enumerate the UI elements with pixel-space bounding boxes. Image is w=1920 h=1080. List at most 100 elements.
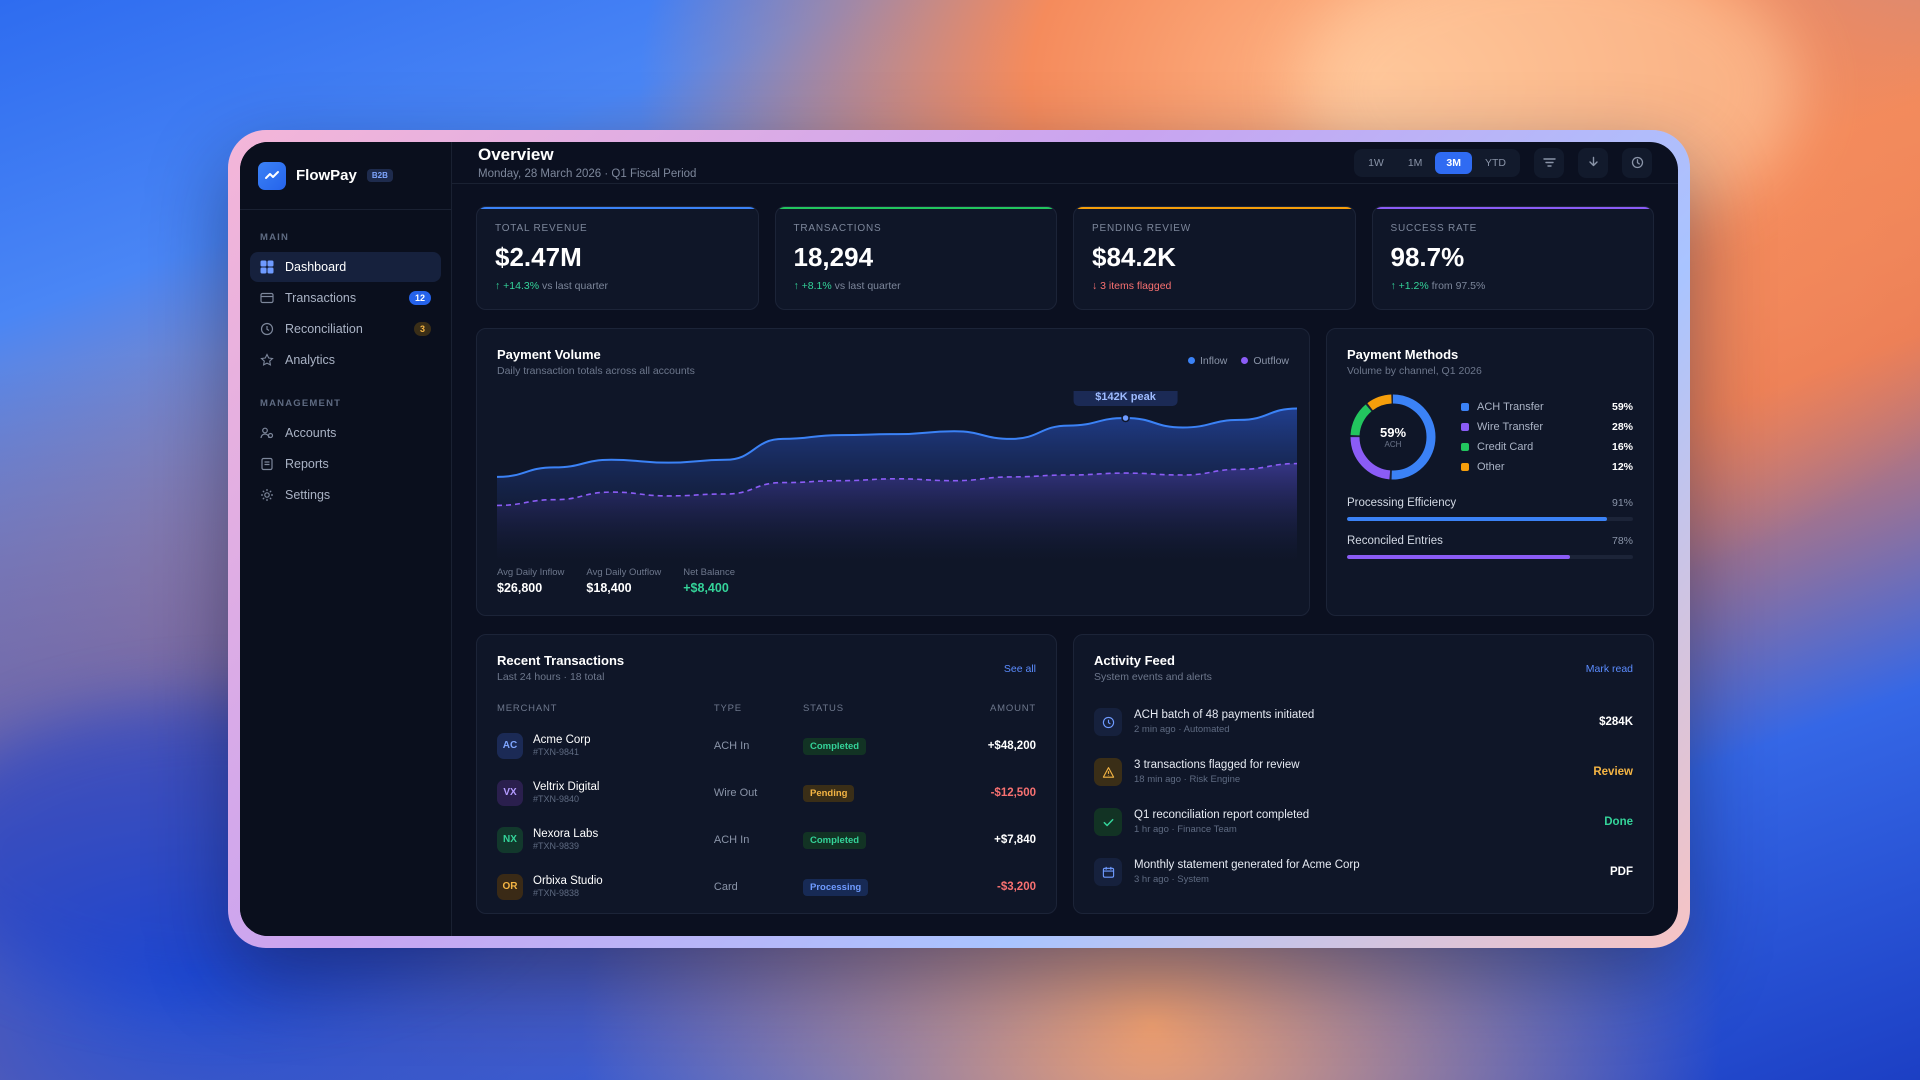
app-frame: FlowPay B2B MAIN Dashboard Transactions … — [228, 130, 1690, 948]
sidebar-item-accounts[interactable]: Accounts — [250, 418, 441, 448]
sidebar-item-reports[interactable]: Reports — [250, 449, 441, 479]
activity-value[interactable]: PDF — [1610, 866, 1633, 878]
sidebar-item-transactions[interactable]: Transactions 12 — [250, 283, 441, 313]
activity-title: Q1 reconciliation report completed — [1134, 809, 1310, 821]
page-title: Overview — [478, 145, 554, 164]
download-button[interactable] — [1578, 147, 1608, 178]
star-icon — [260, 353, 274, 366]
lists-row: Recent Transactions Last 24 hours · 18 t… — [476, 634, 1654, 914]
kpi-card[interactable]: PENDING REVIEW $84.2K ↓ 3 items flagged — [1073, 206, 1356, 310]
merchant-name: Orbixa Studio — [533, 875, 603, 887]
transaction-type: Card — [713, 880, 738, 893]
table-row[interactable]: OR Orbixa Studio #TXN-9838 Card Processi… — [497, 863, 1036, 910]
stat-value: $18,400 — [586, 581, 632, 595]
activity-item[interactable]: 3 transactions flagged for review 18 min… — [1094, 747, 1633, 797]
payment-methods-subtitle: Volume by channel, Q1 2026 — [1347, 365, 1482, 377]
charts-row: Payment Volume Daily transaction totals … — [476, 328, 1654, 616]
legend-swatch — [1461, 403, 1469, 411]
filter-button[interactable] — [1534, 147, 1564, 178]
kpi-accent-bar — [1074, 207, 1355, 209]
merchant-avatar: NX — [497, 826, 523, 853]
nav-section-label: MANAGEMENT — [260, 398, 342, 409]
range-1m[interactable]: 1M — [1407, 156, 1423, 169]
sidebar-nav: MAIN Dashboard Transactions 12 Reconcili… — [240, 210, 451, 511]
peak-label: $142K peak — [1095, 391, 1156, 403]
method-row: Wire Transfer 28% — [1461, 417, 1633, 437]
flowpay-logo-icon — [258, 161, 286, 190]
nav-count-badge: 12 — [408, 291, 431, 305]
peak-tooltip — [1073, 391, 1178, 406]
outflow-area — [497, 463, 1297, 561]
header-date: Monday, 28 March 2026 — [478, 168, 602, 180]
payment-volume-title: Payment Volume — [497, 347, 601, 362]
range-3m[interactable]: 3M — [1435, 151, 1472, 174]
sidebar-item-settings[interactable]: Settings — [250, 480, 441, 510]
recent-title: Recent Transactions — [497, 653, 625, 668]
grid-icon — [260, 260, 274, 274]
page-subtitle: Monday, 28 March 2026 · Q1 Fiscal Period — [478, 168, 697, 180]
kpi-card[interactable]: SUCCESS RATE 98.7% ↑ +1.2% from 97.5% — [1371, 206, 1654, 310]
legend-outflow[interactable]: Outflow — [1241, 355, 1289, 367]
column-header: AMOUNT — [990, 703, 1036, 714]
kpi-change-note: vs last quarter — [542, 280, 608, 292]
document-icon — [261, 457, 273, 471]
status-badge: Processing — [802, 878, 869, 896]
nav-count-badge: 3 — [413, 322, 431, 336]
activity-value[interactable]: Review — [1593, 766, 1633, 778]
sidebar-item-analytics[interactable]: Analytics — [250, 345, 441, 375]
progress-track — [1347, 555, 1633, 559]
stat-label: Avg Daily Inflow — [497, 567, 565, 578]
merchant-name: Veltrix Digital — [533, 781, 600, 793]
sidebar-item-dashboard[interactable]: Dashboard — [250, 252, 441, 282]
kpi-card[interactable]: TRANSACTIONS 18,294 ↑ +8.1% vs last quar… — [774, 206, 1057, 310]
sidebar-item-label: Reports — [285, 457, 329, 471]
clock-icon — [1102, 716, 1114, 728]
progress-fill — [1347, 555, 1571, 559]
activity-meta: 3 hr ago · System — [1134, 874, 1209, 885]
brand[interactable]: FlowPay B2B — [240, 142, 451, 210]
brand-tag: B2B — [366, 169, 393, 182]
outflow-line — [497, 462, 1297, 507]
legend-swatch — [1461, 463, 1469, 471]
peak-point[interactable] — [1121, 413, 1130, 423]
sidebar-item-label: Reconciliation — [285, 322, 363, 336]
status-badge: Pending — [802, 784, 855, 802]
history-button[interactable] — [1622, 147, 1652, 178]
donut-center-label: ACH — [1384, 440, 1402, 449]
status-badge: Completed — [802, 737, 867, 755]
status-badge: Completed — [802, 831, 867, 849]
see-all-link[interactable]: See all — [1003, 663, 1036, 675]
activity-list: ACH batch of 48 payments initiated 2 min… — [1094, 697, 1633, 897]
method-row: ACH Transfer 59% — [1461, 397, 1633, 417]
range-1w[interactable]: 1W — [1368, 156, 1384, 169]
activity-item[interactable]: Monthly statement generated for Acme Cor… — [1094, 847, 1633, 897]
method-pct: 28% — [1611, 421, 1633, 433]
kpi-row: TOTAL REVENUE $2.47M ↑ +14.3% vs last qu… — [476, 206, 1654, 310]
gear-icon — [261, 489, 273, 501]
table-row[interactable]: VX Veltrix Digital #TXN-9840 Wire Out Pe… — [497, 769, 1036, 816]
activity-meta: 1 hr ago · Finance Team — [1134, 824, 1237, 835]
legend-swatch — [1461, 423, 1469, 431]
donut-slice-0[interactable] — [1350, 394, 1436, 480]
mark-read-link[interactable]: Mark read — [1585, 663, 1633, 675]
transaction-id: #TXN-9838 — [533, 888, 580, 898]
activity-item[interactable]: ACH batch of 48 payments initiated 2 min… — [1094, 697, 1633, 747]
range-ytd[interactable]: YTD — [1485, 156, 1506, 169]
activity-title: Activity Feed — [1094, 653, 1175, 668]
table-row[interactable]: NX Nexora Labs #TXN-9839 ACH In Complete… — [497, 816, 1036, 863]
kpi-card[interactable]: TOTAL REVENUE $2.47M ↑ +14.3% vs last qu… — [476, 206, 759, 310]
activity-item[interactable]: Q1 reconciliation report completed 1 hr … — [1094, 797, 1633, 847]
table-row[interactable]: AC Acme Corp #TXN-9841 ACH In Completed … — [497, 722, 1036, 769]
legend-inflow[interactable]: Inflow — [1187, 355, 1227, 367]
chart-legend: Inflow Outflow — [1187, 355, 1289, 367]
stat-value: $26,800 — [497, 581, 543, 595]
progress-pct: 78% — [1611, 535, 1633, 547]
main-area: Overview Monday, 28 March 2026 · Q1 Fisc… — [452, 142, 1678, 936]
stat-label: Avg Daily Outflow — [586, 567, 662, 578]
kpi-change-value: +1.2% — [1398, 280, 1429, 292]
sidebar-item-label: Dashboard — [285, 260, 347, 274]
payment-volume-subtitle: Daily transaction totals across all acco… — [497, 365, 695, 377]
sidebar-item-reconciliation[interactable]: Reconciliation 3 — [250, 314, 441, 344]
merchant-name: Nexora Labs — [533, 828, 599, 840]
inflow-line — [497, 407, 1297, 478]
